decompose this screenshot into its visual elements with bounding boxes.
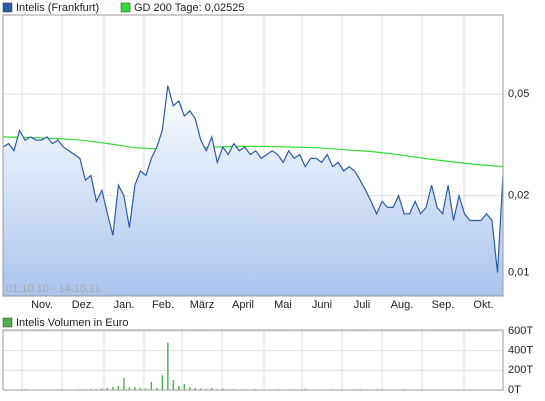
legend-swatch	[2, 317, 13, 328]
bar	[222, 388, 224, 390]
legend-swatch	[120, 2, 131, 13]
y-tick-label: 200T	[508, 364, 533, 376]
x-tick-label: Mai	[274, 299, 292, 311]
range-label: 01.10.10 - 14.10.11	[6, 283, 101, 295]
bar	[304, 388, 306, 390]
y-tick-label: 0T	[508, 384, 521, 396]
bar	[117, 386, 120, 390]
bar	[211, 388, 213, 390]
x-tick-label: Nov.	[31, 299, 53, 311]
x-tick-label: Jan.	[114, 299, 135, 311]
x-tick-label: April	[232, 299, 254, 311]
bar	[189, 387, 191, 390]
bar	[178, 386, 180, 390]
x-tick-label: März	[190, 299, 214, 311]
y-tick-label: 0,05	[508, 88, 529, 100]
price-panel: 0,01 0,02 0,05 Nov. Dez. Jan. Feb. März April Mai…	[2, 14, 529, 311]
plot-frame	[2, 14, 504, 297]
x-tick-label: Feb.	[152, 299, 174, 311]
bar	[112, 387, 114, 390]
x-tick-label: Aug.	[391, 299, 414, 311]
bar	[90, 388, 92, 390]
y-tick-label: 0,02	[508, 190, 529, 202]
bar	[139, 388, 142, 390]
y-tick-label: 400T	[508, 345, 533, 357]
bar	[183, 384, 186, 390]
area-fill	[3, 85, 503, 296]
bar	[128, 387, 131, 390]
bar	[145, 388, 147, 390]
bar	[194, 388, 197, 390]
x-tick-label: Dez.	[72, 299, 95, 311]
legend-label: Intelis (Frankfurt)	[16, 2, 99, 14]
bar	[200, 388, 202, 390]
x-tick-label: Juli	[354, 299, 371, 311]
bar	[101, 388, 103, 390]
y-tick-label: 0,01	[508, 267, 529, 279]
bar	[161, 375, 164, 390]
x-tick-label: Sep.	[432, 299, 455, 311]
bar	[156, 388, 158, 390]
x-tick-label: Okt.	[473, 299, 493, 311]
legend-label: Intelis Volumen in Euro	[16, 317, 129, 329]
bar	[134, 387, 136, 390]
line	[2, 136, 504, 168]
legend-swatch	[2, 2, 13, 13]
x-tick-label: Juni	[312, 299, 332, 311]
bar	[167, 342, 169, 390]
legend-label: GD 200 Tage: 0,02525	[134, 2, 245, 14]
line	[2, 85, 504, 273]
bar	[172, 380, 175, 390]
plot-frame	[2, 329, 504, 391]
y-tick-label: 600T	[508, 325, 533, 337]
volume-panel: 0T 200T 400T 600T	[2, 325, 533, 396]
bar	[150, 382, 153, 390]
bar	[106, 388, 109, 390]
bar	[123, 378, 125, 390]
